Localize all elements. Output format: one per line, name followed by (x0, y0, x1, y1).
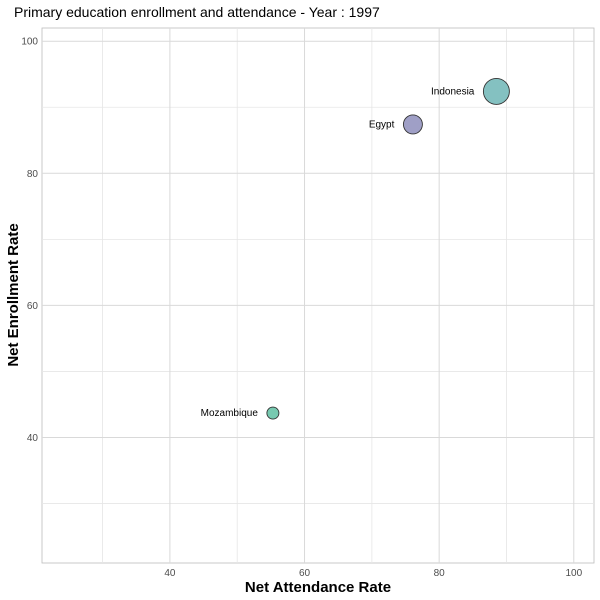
data-point-label: Indonesia (431, 86, 475, 97)
x-tick-label: 80 (434, 568, 446, 579)
x-tick-label: 60 (299, 568, 311, 579)
data-points (266, 77, 510, 420)
data-point (402, 114, 423, 135)
data-point (266, 406, 280, 420)
chart-title: Primary education enrollment and attenda… (14, 4, 380, 20)
plot-panel: Indonesia Egypt Mozambique (41, 27, 595, 564)
y-tick-label: 40 (27, 433, 39, 444)
x-axis-tick-labels: 40 60 80 100 (164, 568, 582, 579)
y-axis-title: Net Enrollment Rate (5, 223, 22, 366)
point-labels: Indonesia Egypt Mozambique (201, 86, 475, 419)
data-point-label: Egypt (369, 119, 395, 130)
data-point-label: Mozambique (201, 408, 259, 419)
grid-lines (42, 28, 594, 563)
x-tick-label: 100 (565, 568, 582, 579)
x-axis-title: Net Attendance Rate (245, 579, 391, 596)
x-tick-label: 40 (164, 568, 176, 579)
data-point (482, 77, 510, 105)
y-axis-tick-labels: 40 60 80 100 (21, 37, 38, 444)
y-tick-label: 60 (27, 301, 39, 312)
y-tick-label: 80 (27, 169, 39, 180)
plot-background (41, 27, 595, 564)
y-tick-label: 100 (21, 37, 38, 48)
